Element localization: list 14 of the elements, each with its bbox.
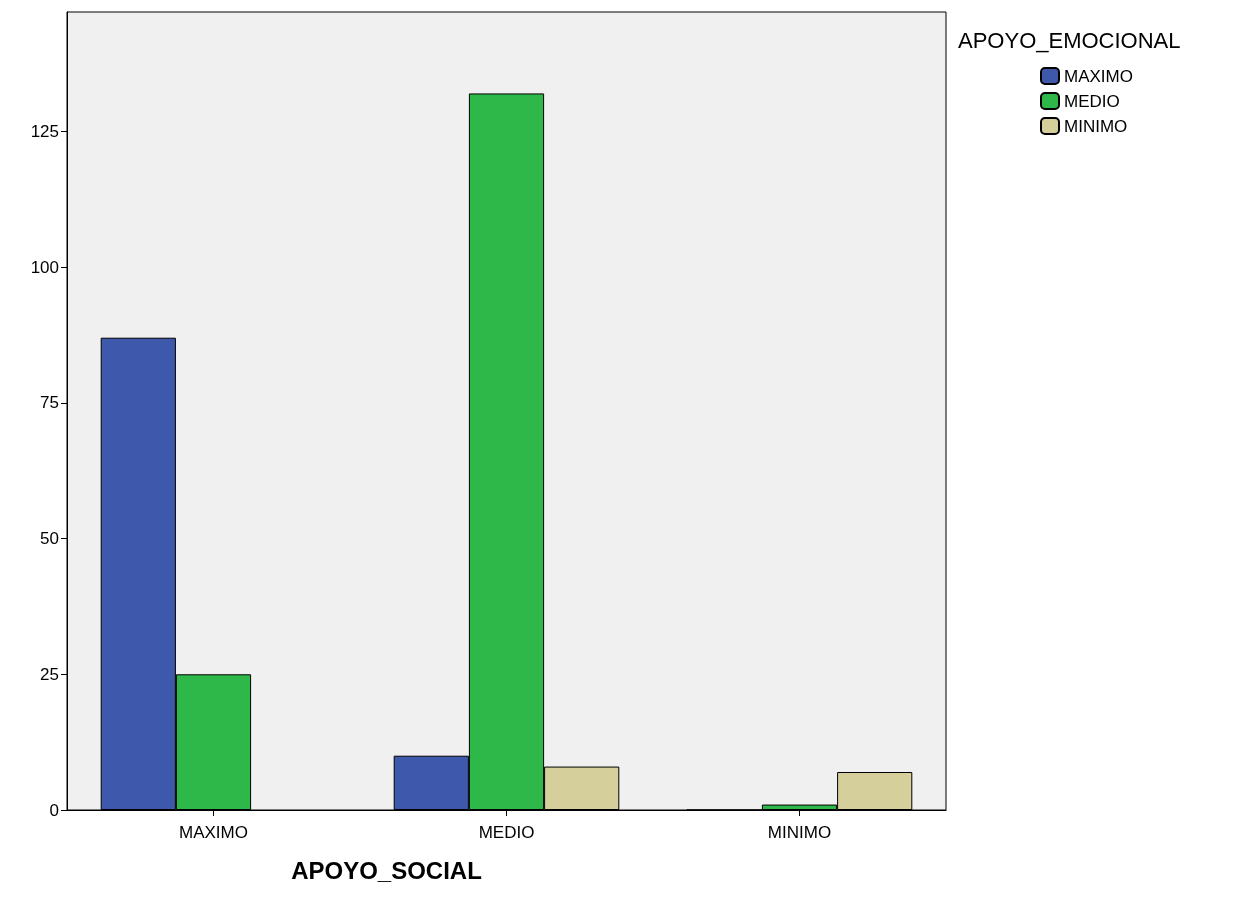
legend-label: MAXIMO [1064, 66, 1133, 86]
x-axis-title: APOYO_SOCIAL [291, 856, 482, 884]
x-tick-label: MAXIMO [179, 823, 248, 842]
y-tick-label: 50 [40, 529, 59, 549]
y-tick-label: 100 [30, 257, 59, 277]
legend-label: MINIMO [1064, 116, 1128, 136]
x-tick-label: MINIMO [767, 823, 832, 842]
y-tick-label: 75 [40, 393, 59, 413]
y-tick-label: 25 [40, 664, 59, 684]
y-tick-label: 125 [30, 121, 59, 141]
legend-title: APOYO_EMOCIONAL [958, 27, 1181, 53]
x-tick-label: MEDIO [478, 823, 535, 842]
legend-label: MEDIO [1064, 91, 1120, 111]
y-tick-label: 0 [49, 800, 59, 820]
